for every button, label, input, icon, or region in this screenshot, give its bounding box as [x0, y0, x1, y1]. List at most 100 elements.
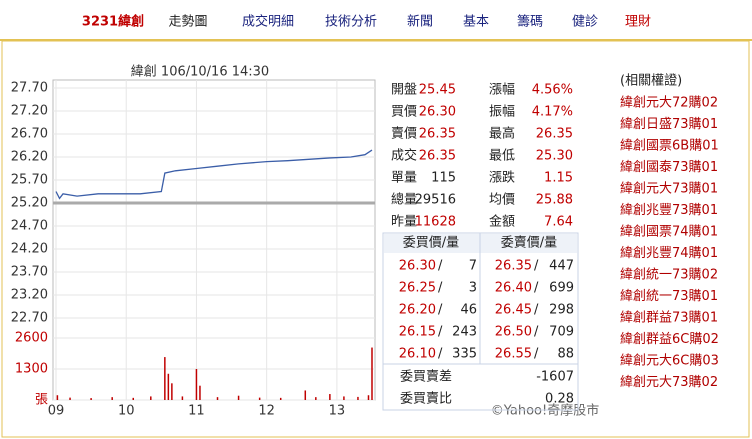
bid-price: 26.25	[399, 281, 436, 296]
chart-title: 緯創 106/10/16 14:30	[131, 65, 269, 80]
nav-link[interactable]: 基本	[463, 15, 489, 30]
y-tick-label: 24.70	[11, 219, 48, 234]
warrant-link[interactable]: 緯創元大72購02	[620, 96, 718, 111]
y-tick-label: 27.70	[11, 81, 48, 96]
ask-volume: 699	[549, 281, 574, 296]
nav-link[interactable]: 籌碼	[517, 15, 543, 30]
quote-value: 4.17%	[532, 105, 573, 120]
nav-link[interactable]: 3231緯創	[82, 14, 144, 30]
quote-label: 漲幅	[489, 83, 515, 98]
bid-volume: 243	[452, 325, 477, 340]
ask-price: 26.45	[495, 303, 532, 318]
quote-value: 26.35	[536, 127, 573, 142]
warrant-link[interactable]: 緯創國泰73購01	[620, 160, 718, 175]
content-frame	[1, 40, 750, 438]
bid-price: 26.20	[399, 303, 436, 318]
ask-volume: 88	[557, 347, 574, 362]
separator: /	[438, 325, 443, 340]
plot-frame	[52, 79, 376, 401]
quote-label: 漲跌	[489, 170, 515, 186]
warrant-link[interactable]: 緯創統一73購02	[620, 268, 718, 283]
quote-value: 11628	[415, 215, 456, 230]
separator: /	[534, 281, 539, 296]
quote-value: 25.30	[536, 149, 573, 164]
separator: /	[438, 347, 443, 362]
bid-price: 26.10	[399, 347, 436, 362]
price-line	[55, 149, 373, 200]
quote-value: 115	[431, 171, 456, 186]
x-tick-label: 09	[48, 404, 65, 419]
bid-volume: 335	[452, 347, 477, 362]
y2-tick-label: 2600	[15, 331, 48, 346]
nav-link[interactable]: 走勢圖	[168, 15, 207, 30]
x-tick-label: 13	[329, 404, 346, 419]
nav-link[interactable]: 理財	[625, 15, 651, 30]
separator: /	[438, 281, 443, 296]
nav-link[interactable]: 技術分析	[325, 15, 377, 30]
nav-link[interactable]: 健診	[572, 14, 598, 30]
x-tick-label: 10	[118, 404, 135, 419]
quote-label: 昨量	[391, 215, 417, 230]
warrant-link[interactable]: 緯創群益6C購02	[620, 332, 719, 347]
quote-value: 26.35	[419, 127, 456, 142]
warrant-link[interactable]: 緯創國票6B購01	[620, 139, 719, 154]
ask-price: 26.50	[495, 325, 532, 340]
bid-price: 26.15	[399, 325, 436, 340]
warrant-link[interactable]: 緯創兆豐74購01	[620, 246, 718, 261]
quote-value: 29516	[415, 193, 456, 208]
quote-label: 最高	[489, 126, 515, 142]
footer-value: -1607	[536, 370, 574, 385]
y-tick-label: 22.70	[11, 311, 48, 326]
quote-label: 開盤	[391, 83, 417, 98]
separator: /	[438, 303, 443, 318]
bid-volume: 7	[469, 259, 477, 274]
y-tick-label: 25.20	[11, 196, 48, 211]
x-tick-label: 12	[258, 404, 275, 419]
footer-label: 委買賣差	[400, 370, 452, 385]
y-tick-label: 26.20	[11, 150, 48, 165]
y2-tick-label: 張	[35, 393, 48, 408]
warrant-link[interactable]: 緯創元大6C購03	[620, 354, 719, 369]
warrant-link[interactable]: 緯創日盛73購01	[620, 117, 718, 132]
warrant-link[interactable]: 緯創統一73購01	[620, 289, 718, 304]
separator: /	[534, 347, 539, 362]
quote-label: 最低	[489, 149, 515, 164]
warrant-link[interactable]: 緯創群益73購01	[620, 311, 718, 326]
footer-value: 0.28	[545, 392, 574, 407]
ask-price: 26.35	[495, 259, 532, 274]
bid-volume: 3	[469, 281, 477, 296]
quote-value: 25.45	[419, 83, 456, 98]
x-tick-label: 11	[188, 404, 205, 419]
ask-volume: 298	[549, 303, 574, 318]
footer-label: 委買賣比	[400, 392, 452, 407]
y-tick-label: 25.70	[11, 173, 48, 188]
quote-value: 26.35	[419, 149, 456, 164]
warrant-link[interactable]: 緯創兆豐73購01	[620, 203, 718, 218]
separator: /	[438, 259, 443, 274]
y-tick-label: 23.20	[11, 288, 48, 303]
y2-tick-label: 1300	[15, 362, 48, 377]
warrant-link[interactable]: 緯創元大73購01	[620, 182, 718, 197]
quote-label: 總量	[391, 192, 417, 208]
quote-label: 均價	[489, 193, 515, 208]
quote-value: 25.88	[536, 193, 573, 208]
ask-volume: 709	[549, 325, 574, 340]
nav-link[interactable]: 新聞	[407, 14, 433, 30]
ask-price: 26.40	[495, 281, 532, 296]
warrant-link[interactable]: 緯創國票74購01	[620, 225, 718, 240]
ask-header: 委賣價/量	[501, 236, 557, 251]
bid-price: 26.30	[399, 259, 436, 274]
warrant-link[interactable]: 緯創元大73購02	[620, 375, 718, 390]
separator: /	[534, 259, 539, 274]
separator: /	[534, 303, 539, 318]
quote-value: 1.15	[544, 171, 573, 186]
quote-label: 金額	[489, 214, 515, 230]
nav-link[interactable]: 成交明細	[242, 14, 294, 30]
y-tick-label: 23.70	[11, 265, 48, 280]
quote-label: 買價	[391, 105, 417, 120]
y-tick-label: 24.20	[11, 242, 48, 257]
bid-header: 委買價/量	[403, 236, 459, 251]
quote-label: 單量	[391, 171, 417, 186]
